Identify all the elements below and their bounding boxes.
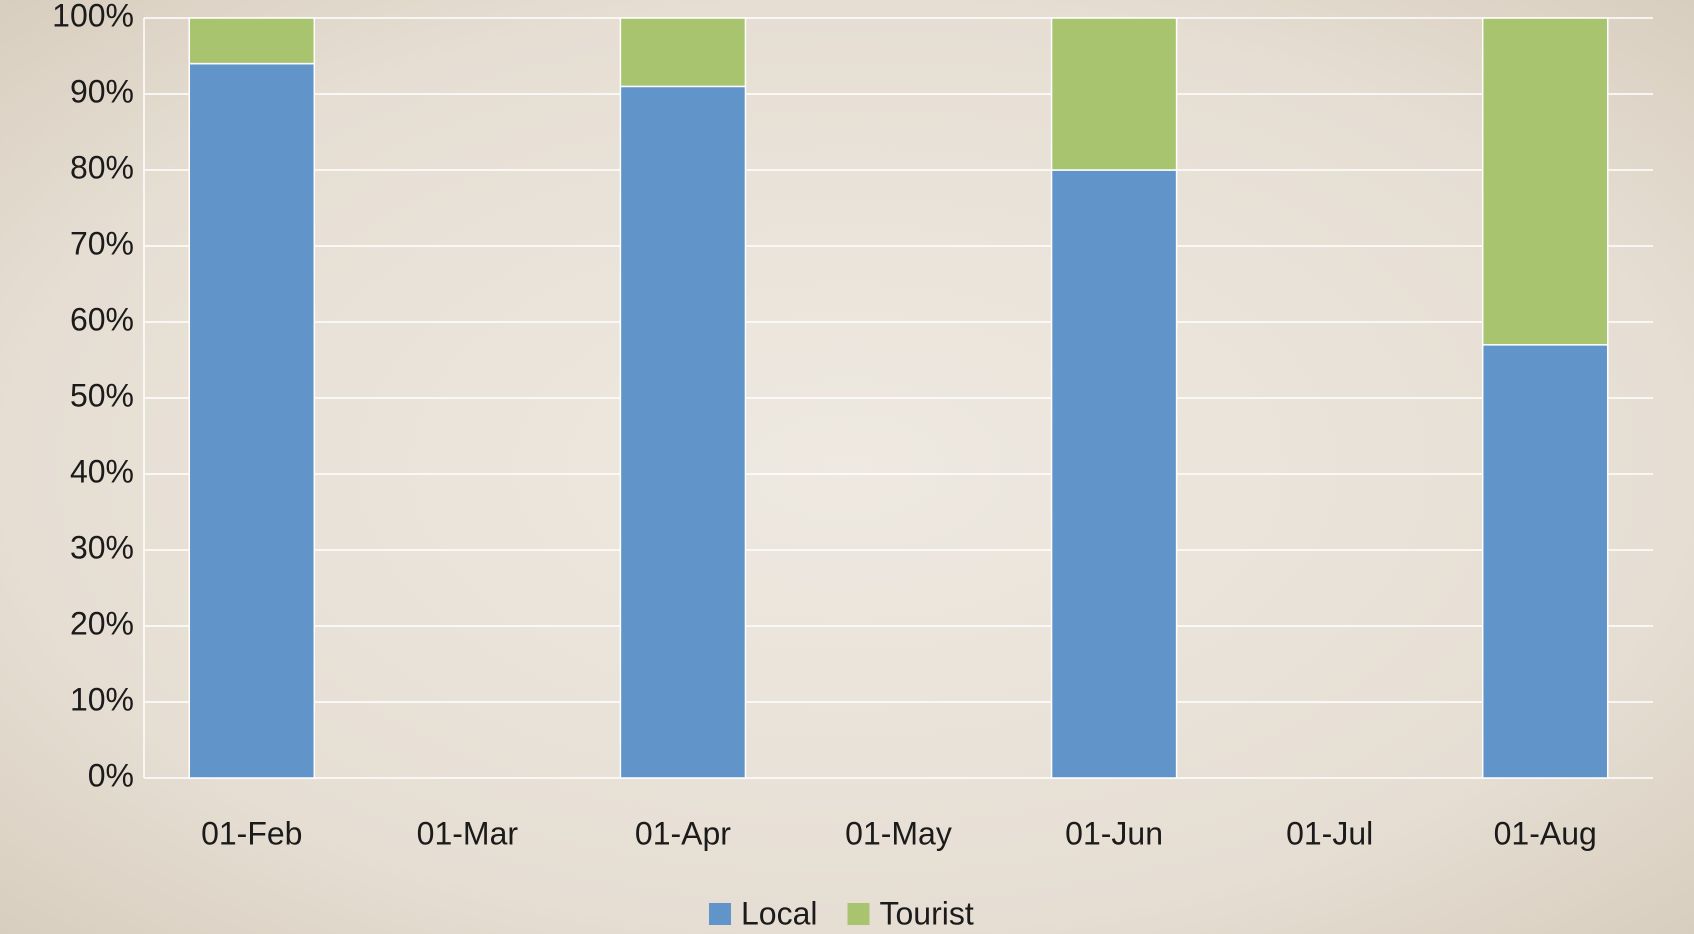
y-tick-label: 80% — [70, 149, 134, 185]
x-tick-label: 01-Jul — [1286, 815, 1373, 851]
y-tick-label: 100% — [52, 0, 134, 33]
bar-segment — [1050, 17, 1178, 171]
y-tick-label: 10% — [70, 681, 134, 717]
bar-segment — [619, 17, 747, 88]
x-tick-label: 01-Apr — [635, 815, 731, 851]
y-tick-label: 20% — [70, 605, 134, 641]
y-tick-label: 30% — [70, 529, 134, 565]
legend-swatch — [709, 903, 731, 925]
x-tick-label: 01-Feb — [201, 815, 302, 851]
x-tick-label: 01-Mar — [417, 815, 519, 851]
y-tick-label: 40% — [70, 453, 134, 489]
bar-segment — [188, 17, 316, 65]
x-tick-label: 01-Aug — [1494, 815, 1597, 851]
y-tick-label: 0% — [88, 757, 134, 793]
legend-swatch — [847, 903, 870, 925]
bar-segment — [188, 62, 316, 779]
y-tick-label: 60% — [70, 301, 134, 337]
x-tick-label: 01-May — [845, 815, 952, 851]
y-tick-label: 90% — [70, 73, 134, 109]
bar-segment — [1050, 169, 1178, 779]
x-tick-label: 01-Jun — [1065, 815, 1163, 851]
legend-label: Local — [741, 895, 818, 931]
y-tick-label: 50% — [70, 377, 134, 413]
y-tick-label: 70% — [70, 225, 134, 261]
bar-segment — [1481, 344, 1609, 779]
legend-label: Tourist — [880, 895, 974, 931]
bar-segment — [1481, 17, 1609, 346]
bar-segment — [619, 85, 747, 779]
